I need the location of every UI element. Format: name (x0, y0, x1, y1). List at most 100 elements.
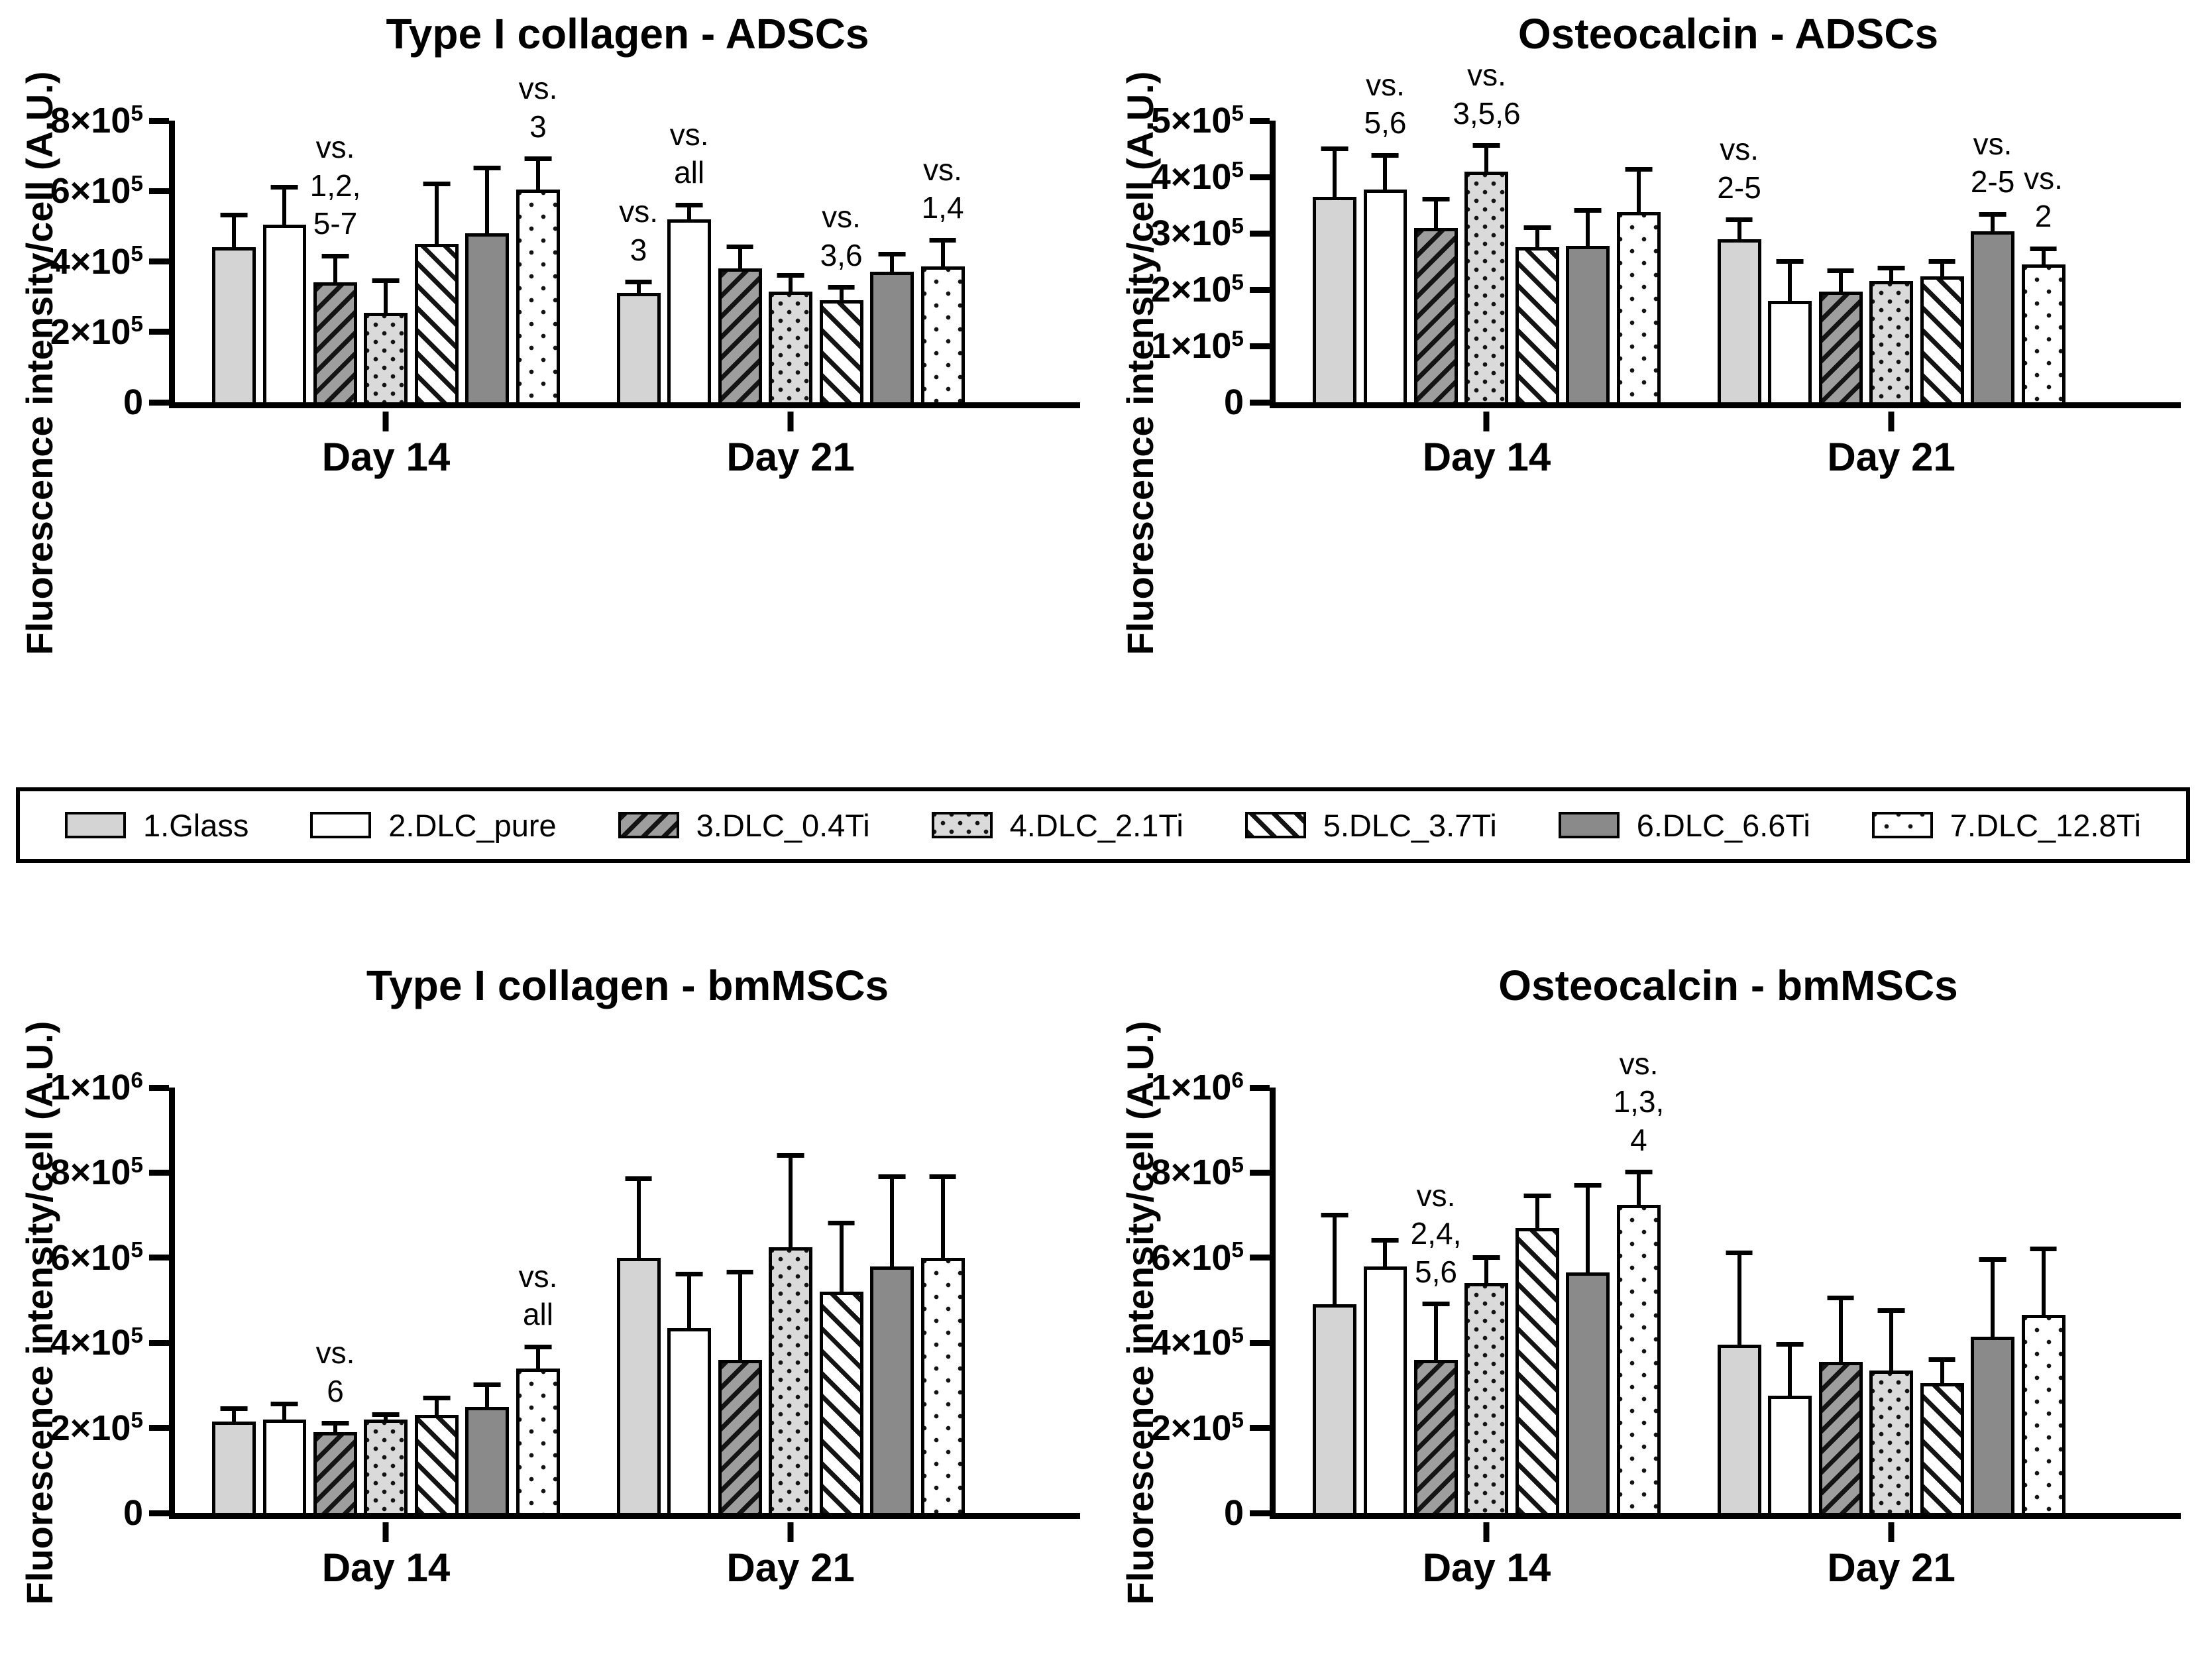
error-bar-cap (1321, 1212, 1349, 1217)
y-tick-exponent: 5 (131, 242, 143, 267)
error-bar-line (1383, 1241, 1388, 1266)
error-bar-cap (929, 237, 957, 243)
error-bar-line (282, 1404, 287, 1420)
error-bar-cap (929, 1174, 957, 1179)
y-tick-mark (1250, 1510, 1270, 1516)
y-tick-label: 8×105 (50, 101, 143, 140)
y-tick-exponent: 5 (131, 171, 143, 196)
error-bar-line (1838, 1298, 1843, 1363)
bar-7.DLC_12.8Ti (920, 266, 965, 402)
y-tick-label: 0 (123, 382, 143, 422)
error-bar-cap (777, 272, 804, 278)
error-bar-line (738, 1272, 742, 1360)
y-tick-exponent: 5 (1231, 326, 1244, 351)
error-bar-cap (524, 156, 552, 162)
error-bar-cap (372, 278, 400, 283)
legend-item: 5.DLC_3.7Ti (1244, 807, 1497, 844)
x-tick-mark (1483, 412, 1490, 431)
bar-7.DLC_12.8Ti (1616, 1204, 1661, 1513)
error-bar-cap (1928, 258, 1956, 264)
error-bar-cap (777, 1152, 804, 1158)
y-tick-exponent: 5 (1231, 270, 1244, 295)
error-bar-cap (524, 1344, 552, 1349)
y-tick-mark (149, 1425, 169, 1431)
error-bar-line (333, 1424, 337, 1433)
legend-swatch-p2 (310, 812, 372, 838)
legend-item-label: 2.DLC_pure (388, 807, 557, 843)
y-tick-exponent: 5 (1231, 101, 1244, 126)
chart-osteocalcin-bmmscs: Osteocalcin - bmMSCs Fluorescence intensi… (1101, 868, 2201, 1680)
y-tick-mark (149, 188, 169, 194)
y-tick-label: 1×105 (1150, 326, 1244, 366)
error-bar-line (1636, 169, 1641, 212)
legend-item-label: 4.DLC_2.1Ti (1009, 807, 1184, 843)
error-bar-cap (321, 1421, 349, 1426)
error-bar-cap (1473, 1255, 1500, 1260)
error-bar-cap (726, 1270, 754, 1275)
y-tick-mark (149, 1255, 169, 1261)
y-tick-mark (149, 1084, 169, 1091)
error-bar-cap (1625, 166, 1653, 172)
error-bar-line (1991, 214, 1995, 232)
chart-type1-collagen-adscs: Type I collagen - ADSCs Fluorescence inte… (0, 0, 1101, 785)
bar-7.DLC_12.8Ti (516, 1368, 560, 1513)
bar-5.DLC_3.7Ti (1515, 1227, 1559, 1513)
y-tick-mark (1250, 1084, 1270, 1091)
error-bar-cap (271, 1402, 298, 1407)
error-bar-cap (1877, 265, 1905, 270)
legend-item-label: 5.DLC_3.7Ti (1323, 807, 1497, 843)
significance-note: vs. 2,4, 5,6 (1410, 1178, 1462, 1289)
y-tick-exponent: 5 (131, 312, 143, 337)
bar-4.DLC_2.1Ti (364, 1419, 408, 1513)
y-tick-exponent: 6 (131, 1068, 143, 1093)
chart-title: Type I collagen - ADSCs (386, 10, 869, 58)
bar-6.DLC_6.6Ti (870, 272, 914, 402)
y-tick-label: 6×105 (50, 171, 143, 211)
error-bar-line (434, 184, 439, 244)
y-tick-label: 1×106 (50, 1068, 143, 1107)
error-bar-line (1889, 1311, 1894, 1371)
error-bar-line (384, 280, 388, 313)
bar-1.Glass (1313, 196, 1356, 402)
error-bar-cap (1776, 258, 1804, 264)
plot-area: 0 2×105 4×105 6×105 8×105 Day 14 vs. 1,2, 5-7 v… (50, 71, 1080, 479)
bar-3.DLC_0.4Ti (718, 268, 762, 402)
y-tick-exponent: 5 (131, 1152, 143, 1178)
significance-note: vs. 2 (2024, 160, 2063, 234)
legend-item-label: 7.DLC_12.8Ti (1950, 807, 2141, 843)
x-category-label: Day 21 (726, 435, 855, 479)
y-tick-exponent: 5 (1231, 1152, 1244, 1178)
y-tick-label: 2×105 (1150, 270, 1244, 309)
legend-item: 7.DLC_12.8Ti (1871, 807, 2141, 844)
bar-6.DLC_6.6Ti (1971, 231, 2015, 402)
y-tick-exponent: 6 (1231, 1068, 1244, 1093)
bar-3.DLC_0.4Ti (1413, 227, 1458, 402)
error-bar-cap (1422, 197, 1450, 201)
chart-osteocalcin-adscs: Osteocalcin - ADSCs Fluorescence intensit… (1101, 0, 2201, 785)
error-bar-cap (625, 280, 653, 285)
x-category-label: Day 14 (1422, 1545, 1551, 1590)
significance-note: vs. 2-5 (1970, 126, 2015, 199)
bar-2.DLC_pure (1768, 301, 1812, 402)
significance-note: vs. 3 (518, 71, 558, 144)
error-bar-line (485, 168, 490, 233)
error-bar-line (1535, 1196, 1539, 1228)
plot-area: 0 1×105 2×105 3×105 4×105 5×105 Day 14 vs. 5,6 v… (1151, 58, 2181, 479)
y-tick-label: 6×105 (1150, 1237, 1244, 1278)
significance-note: vs. 1,4 (921, 152, 964, 225)
error-bar-line (1383, 155, 1388, 190)
error-bar-cap (1877, 1308, 1905, 1314)
bar-5.DLC_3.7Ti (1920, 1383, 1964, 1513)
bar-5.DLC_3.7Ti (819, 1292, 863, 1513)
error-bar-cap (474, 1382, 501, 1388)
y-tick-exponent: 5 (131, 1408, 143, 1433)
error-bar-cap (1726, 217, 1753, 223)
bar-3.DLC_0.4Ti (718, 1359, 762, 1513)
bar-1.Glass (212, 247, 256, 402)
y-tick-label: 6×105 (50, 1237, 143, 1278)
x-tick-mark (382, 412, 389, 431)
y-tick-label: 0 (1223, 382, 1244, 422)
legend-item: 2.DLC_pure (310, 807, 557, 844)
error-bar-line (1332, 148, 1337, 197)
error-bar-line (434, 1398, 439, 1416)
